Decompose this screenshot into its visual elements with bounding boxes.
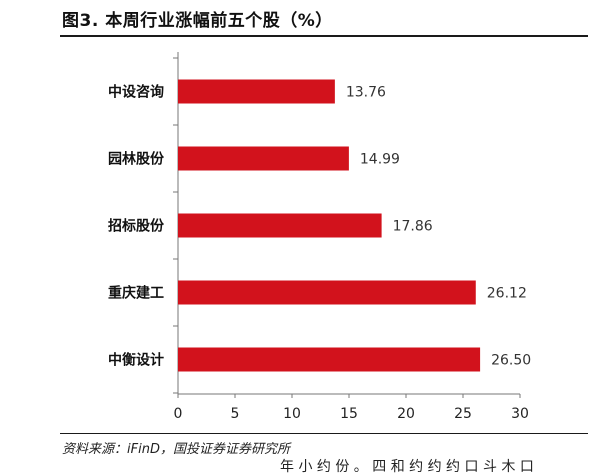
source-rule <box>60 433 588 434</box>
x-tick-label: 25 <box>454 406 472 422</box>
category-label: 重庆建工 <box>108 285 164 302</box>
cropped-text: 年 小 约 份 。 四 和 约 约 约 口 斗 木 口 <box>280 459 534 475</box>
source-note: 资料来源：iFinD，国投证券证券研究所 <box>62 442 290 457</box>
x-tick-label: 20 <box>397 406 415 422</box>
value-label: 13.76 <box>346 85 386 101</box>
x-tick-label: 15 <box>340 406 358 422</box>
x-tick-label: 10 <box>283 406 301 422</box>
x-tick-labels: 0 5 10 15 20 25 30 <box>174 406 529 422</box>
bar <box>178 347 481 372</box>
chart-bars <box>178 79 481 372</box>
x-tick-label: 5 <box>231 406 240 422</box>
bar <box>178 280 476 305</box>
x-tick-label: 0 <box>174 406 183 422</box>
category-label: 中衡设计 <box>108 352 164 369</box>
value-labels: 13.76 14.99 17.86 26.12 26.50 <box>346 85 531 369</box>
chart-title: 图3. 本周行业涨幅前五个股（%） <box>62 11 333 31</box>
bar <box>178 146 349 171</box>
value-label: 26.50 <box>491 353 531 369</box>
category-label: 中设咨询 <box>108 84 164 101</box>
bar <box>178 79 335 104</box>
value-label: 17.86 <box>393 219 433 235</box>
value-label: 14.99 <box>360 152 400 168</box>
x-tick-label: 30 <box>511 406 529 422</box>
title-rule <box>60 35 588 37</box>
category-label: 招标股份 <box>108 218 165 235</box>
value-label: 26.12 <box>487 286 527 302</box>
bar <box>178 213 382 238</box>
category-label: 园林股份 <box>108 151 165 168</box>
